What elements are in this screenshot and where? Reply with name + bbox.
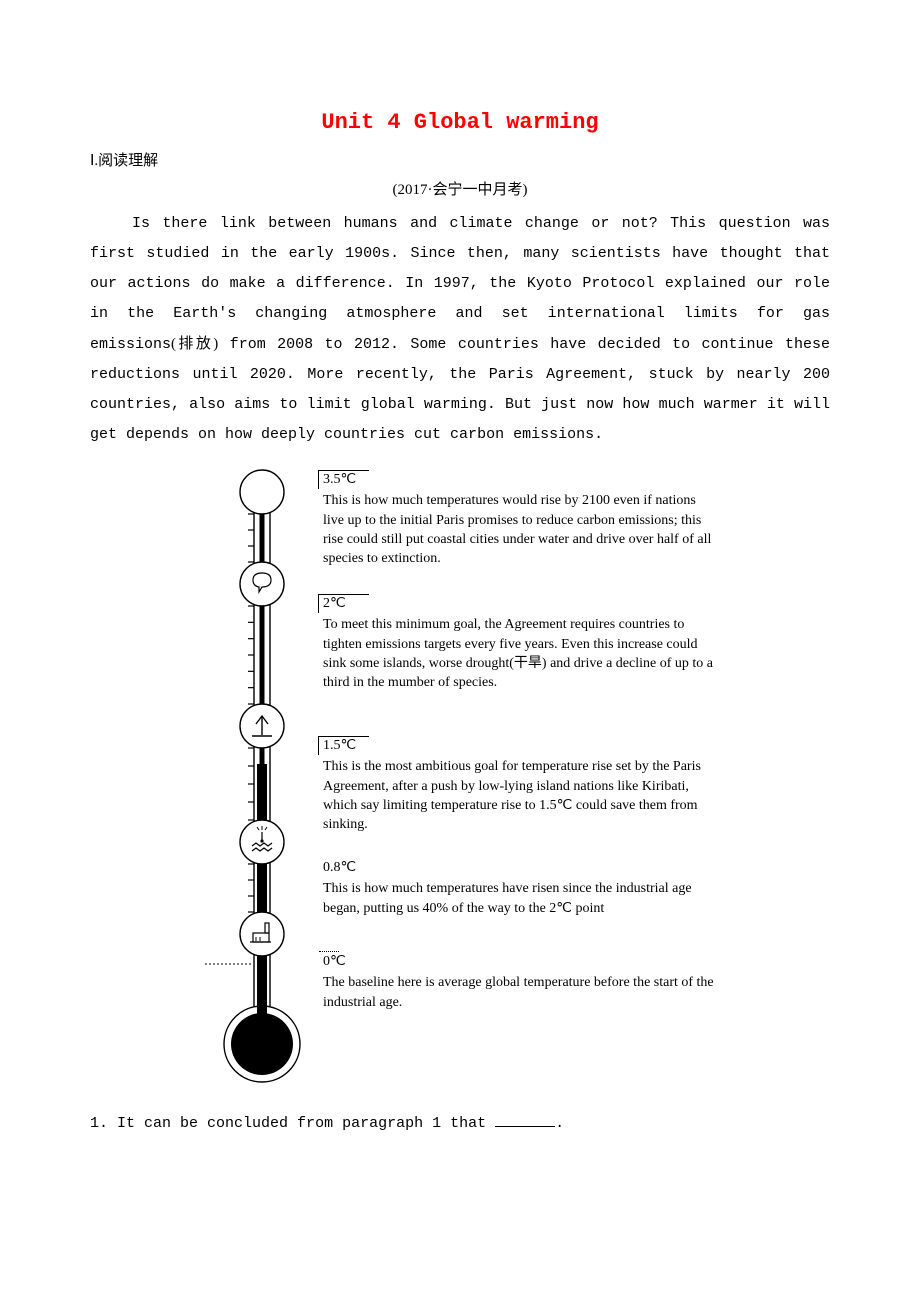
temp-label: 2℃ [323, 594, 346, 613]
temp-label: 3.5℃ [323, 470, 356, 489]
body-paragraph: Is there link between humans and climate… [90, 209, 830, 450]
diagram-block: 3.5℃ This is how much temperatures would … [323, 470, 715, 569]
diagram-block: 2℃ To meet this minimum goal, the Agreeme… [323, 594, 715, 693]
question-stem: It can be concluded from paragraph 1 tha… [117, 1115, 495, 1132]
temp-label: 0℃ [323, 952, 346, 971]
block-text: This is how much temperatures would rise… [323, 491, 715, 568]
section-label: Ⅰ.阅读理解 [90, 149, 830, 170]
temp-label: 1.5℃ [323, 736, 356, 755]
thermometer-svg [205, 464, 315, 1084]
block-text: The baseline here is average global temp… [323, 973, 715, 1012]
temp-label: 0.8℃ [323, 858, 356, 877]
block-text: To meet this minimum goal, the Agreement… [323, 615, 715, 692]
page-title: Unit 4 Global warming [90, 110, 830, 135]
question-number: 1. [90, 1115, 108, 1132]
diagram-block: 0.8℃ This is how much temperatures have r… [323, 858, 715, 918]
answer-blank [495, 1113, 555, 1128]
block-text: This is the most ambitious goal for temp… [323, 757, 715, 834]
block-text: This is how much temperatures have risen… [323, 879, 715, 918]
diagram-block: 1.5℃ This is the most ambitious goal for … [323, 736, 715, 835]
diagram-block: 0℃ The baseline here is average global te… [323, 952, 715, 1012]
question-1: 1. It can be concluded from paragraph 1 … [90, 1110, 830, 1139]
subheading: (2017·会宁一中月考) [90, 178, 830, 199]
thermometer-diagram: 3.5℃ This is how much temperatures would … [90, 464, 830, 1084]
